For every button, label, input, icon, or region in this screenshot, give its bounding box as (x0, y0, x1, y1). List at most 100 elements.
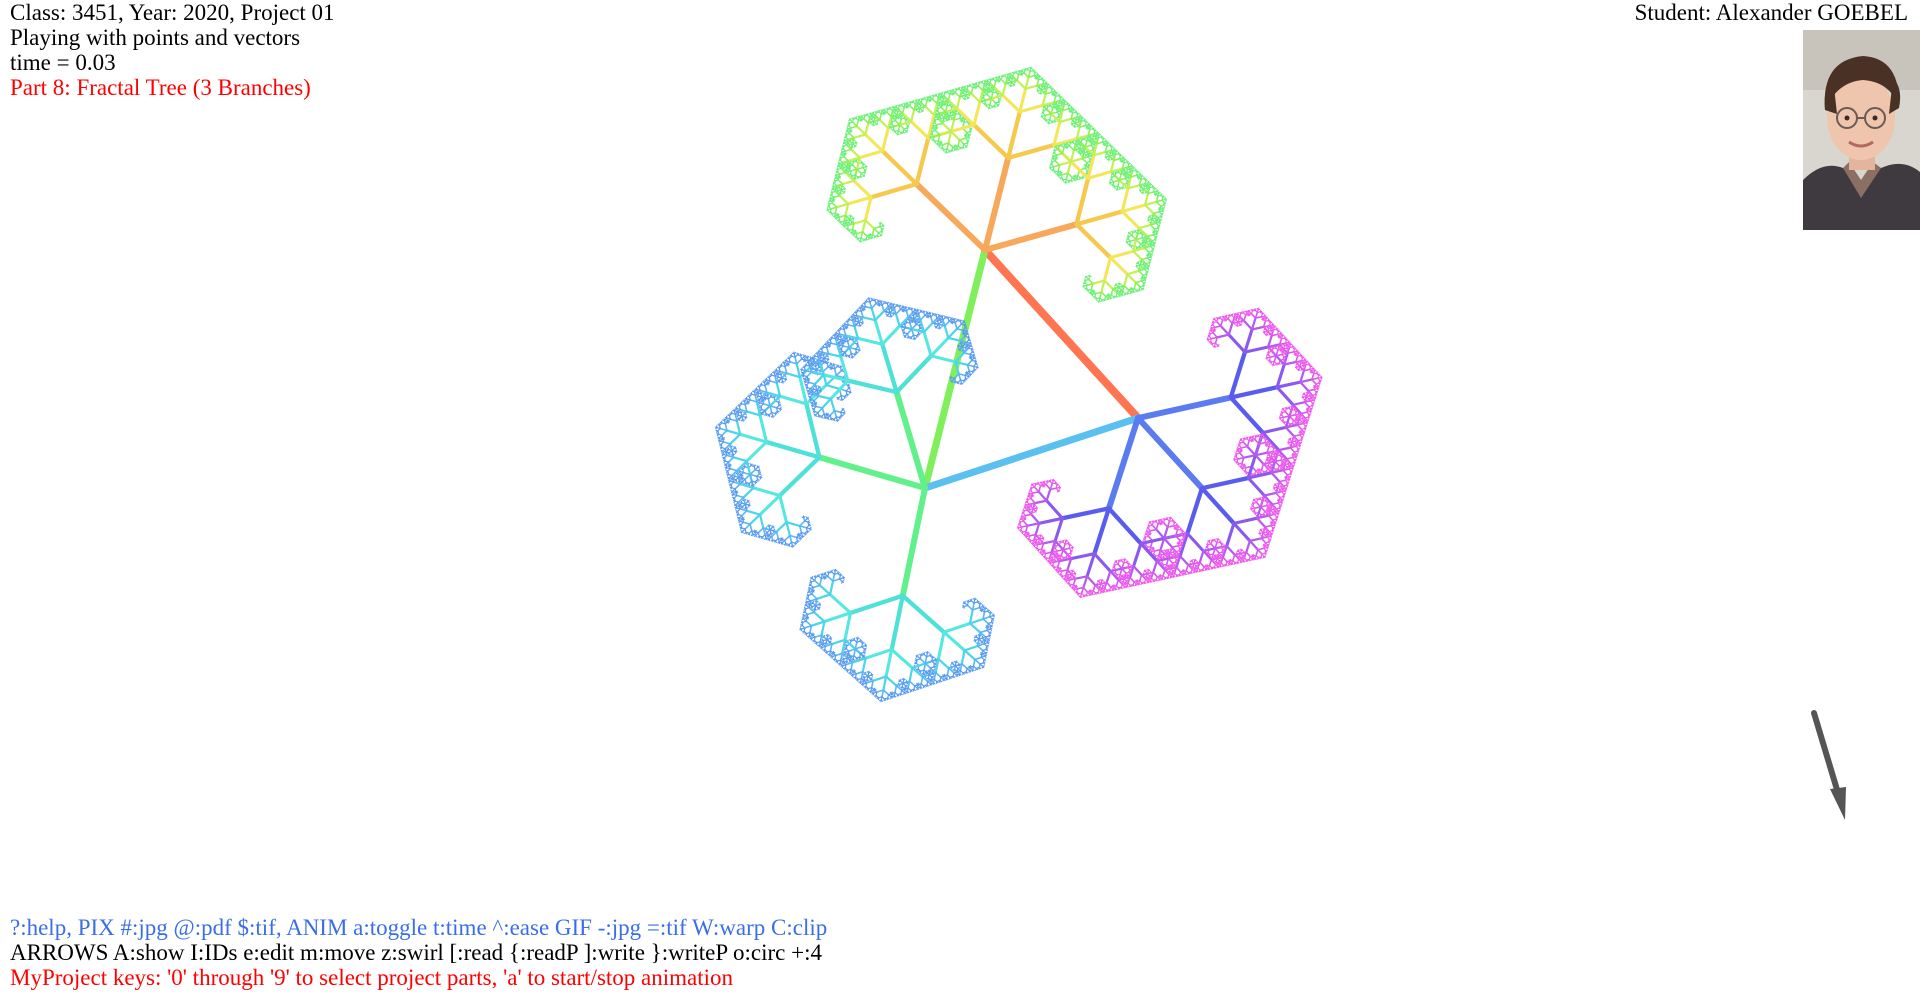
fractal-branch (984, 655, 987, 658)
fractal-branch (1065, 145, 1068, 148)
fractal-branch (1110, 175, 1113, 178)
fractal-branch (863, 118, 870, 124)
fractal-branch (783, 542, 787, 546)
fractal-branch (861, 642, 865, 645)
fractal-branch (830, 638, 847, 646)
fractal-branch (918, 105, 927, 110)
fractal-branch (798, 520, 806, 527)
fractal-branch (947, 142, 954, 148)
fractal-branch (848, 593, 905, 616)
fractal-branch (855, 119, 860, 128)
fractal-branch (737, 480, 741, 483)
fractal-branch (1001, 93, 1022, 114)
fractal-branch (725, 470, 729, 472)
fractal-branch (822, 648, 826, 651)
fractal-branch (1040, 114, 1044, 117)
fractal-branch (861, 219, 867, 234)
fractal-branch (843, 138, 847, 141)
fractal-branch (916, 101, 920, 105)
fractal-branch (819, 577, 823, 587)
fractal-branch (943, 110, 947, 119)
fractal-branch (988, 635, 991, 638)
fractal-branch (765, 531, 769, 533)
fractal-branch (732, 456, 748, 463)
fractal-branch (843, 611, 853, 642)
fractal-branch (1024, 84, 1039, 90)
fractal-branch (1127, 234, 1130, 237)
fractal-branch (1075, 134, 1090, 140)
fractal-branch (1042, 108, 1045, 112)
fractal-branch (757, 535, 760, 538)
fractal-branch (953, 113, 957, 121)
fractal-branch (969, 131, 972, 134)
fractal-branch (949, 130, 961, 142)
fractal-branch (777, 541, 780, 544)
fractal-branch (982, 221, 1080, 253)
fractal-branch (852, 219, 867, 225)
fractal-branch (806, 518, 810, 520)
fractal-branch (724, 451, 727, 454)
fractal-branch (993, 80, 997, 88)
fractal-branch (908, 104, 915, 111)
fractal-branch (1041, 92, 1047, 107)
fractal-branch (981, 99, 984, 102)
fractal-branch (1027, 74, 1036, 79)
fractal-branch (1133, 281, 1137, 290)
fractal-branch (864, 166, 868, 169)
fractal-branch (996, 78, 1000, 82)
fractal-branch (843, 188, 846, 191)
fractal-branch (753, 464, 757, 467)
fractal-branch (806, 611, 816, 616)
fractal-branch (1008, 75, 1011, 78)
fractal-branch (955, 106, 976, 127)
fractal-branch (1137, 270, 1144, 277)
fractal-branch (931, 656, 935, 659)
fractal-branch (979, 603, 983, 605)
fractal-branch (930, 129, 934, 133)
fractal-branch (1108, 256, 1129, 276)
fractal-branch (727, 456, 735, 463)
fractal-branch (937, 118, 944, 125)
fractal-branch (718, 443, 722, 445)
fractal-branch (1087, 128, 1091, 137)
fractal-branch (720, 438, 724, 441)
fractal-branch (947, 93, 951, 102)
fractal-branch (818, 584, 832, 596)
fractal-branch (810, 590, 814, 593)
fractal-branch (1001, 82, 1007, 97)
fractal-branch (745, 509, 762, 516)
fractal-branch (924, 100, 928, 108)
fractal-branch (1082, 284, 1085, 287)
fractal-branch (834, 569, 838, 572)
fractal-branch (874, 114, 881, 121)
fractal-branch (962, 88, 965, 91)
fractal-branch (813, 611, 826, 623)
fractal-branch (963, 644, 979, 652)
fractal-branch (978, 89, 984, 104)
fractal-branch (735, 510, 739, 512)
fractal-branch (863, 171, 866, 174)
fractal-branch (728, 483, 732, 486)
fractal-branch (775, 521, 788, 533)
fractal-branch (1151, 250, 1154, 253)
fractal-branch (858, 681, 862, 683)
fractal-branch (880, 148, 919, 187)
fractal-branch (1119, 291, 1122, 294)
fractal-branch (953, 117, 961, 121)
fractal-branch (745, 440, 769, 463)
fractal-branch (717, 436, 721, 439)
fractal-branch (838, 194, 850, 206)
fractal-branch (863, 685, 867, 688)
fractal-tree (714, 66, 1323, 703)
fractal-branch (1074, 176, 1091, 227)
fractal-branch (1006, 109, 1022, 161)
fractal-branch (863, 651, 866, 655)
fractal-branch (970, 87, 974, 95)
fractal-branch (1070, 116, 1078, 120)
fractal-branch (882, 111, 885, 114)
fractal-branch (908, 666, 914, 683)
fractal-branch (868, 671, 871, 674)
fractal-branch (873, 225, 881, 230)
